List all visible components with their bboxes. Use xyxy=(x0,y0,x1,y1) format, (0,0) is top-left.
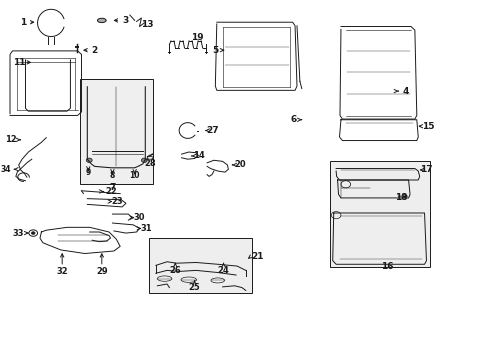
Text: 21: 21 xyxy=(251,252,263,261)
Text: 19: 19 xyxy=(191,33,203,42)
Text: 30: 30 xyxy=(134,213,145,222)
Text: 31: 31 xyxy=(140,224,152,233)
Text: 11: 11 xyxy=(13,58,26,67)
Text: 16: 16 xyxy=(380,262,392,271)
Text: 7: 7 xyxy=(109,183,115,192)
Text: 24: 24 xyxy=(217,266,229,275)
Text: 2: 2 xyxy=(91,46,98,55)
Circle shape xyxy=(141,158,147,162)
Text: 29: 29 xyxy=(96,267,107,276)
Text: 10: 10 xyxy=(129,171,140,180)
Text: 9: 9 xyxy=(85,168,91,177)
Ellipse shape xyxy=(97,18,106,23)
Circle shape xyxy=(86,158,92,162)
Bar xyxy=(80,78,152,184)
Bar xyxy=(329,161,429,267)
Bar xyxy=(149,238,251,293)
Text: 25: 25 xyxy=(188,283,200,292)
Text: 26: 26 xyxy=(169,266,181,275)
Text: 28: 28 xyxy=(144,159,156,168)
Text: 33: 33 xyxy=(13,229,24,238)
Text: 13: 13 xyxy=(141,19,154,28)
Text: 27: 27 xyxy=(206,126,219,135)
Text: 8: 8 xyxy=(109,171,115,180)
Text: 20: 20 xyxy=(234,161,246,170)
Text: 6: 6 xyxy=(290,115,297,124)
Text: 34: 34 xyxy=(1,165,11,174)
Text: 3: 3 xyxy=(122,16,128,25)
Text: 12: 12 xyxy=(5,135,17,144)
Circle shape xyxy=(31,231,35,234)
Text: 15: 15 xyxy=(421,122,433,131)
Text: 32: 32 xyxy=(56,267,68,276)
Text: 4: 4 xyxy=(402,86,408,95)
Text: 1: 1 xyxy=(20,18,27,27)
Text: 5: 5 xyxy=(212,46,218,55)
Text: 17: 17 xyxy=(419,166,432,175)
Text: 23: 23 xyxy=(111,197,123,206)
Text: 22: 22 xyxy=(105,187,117,196)
Text: 18: 18 xyxy=(394,193,407,202)
Text: 14: 14 xyxy=(193,152,205,161)
